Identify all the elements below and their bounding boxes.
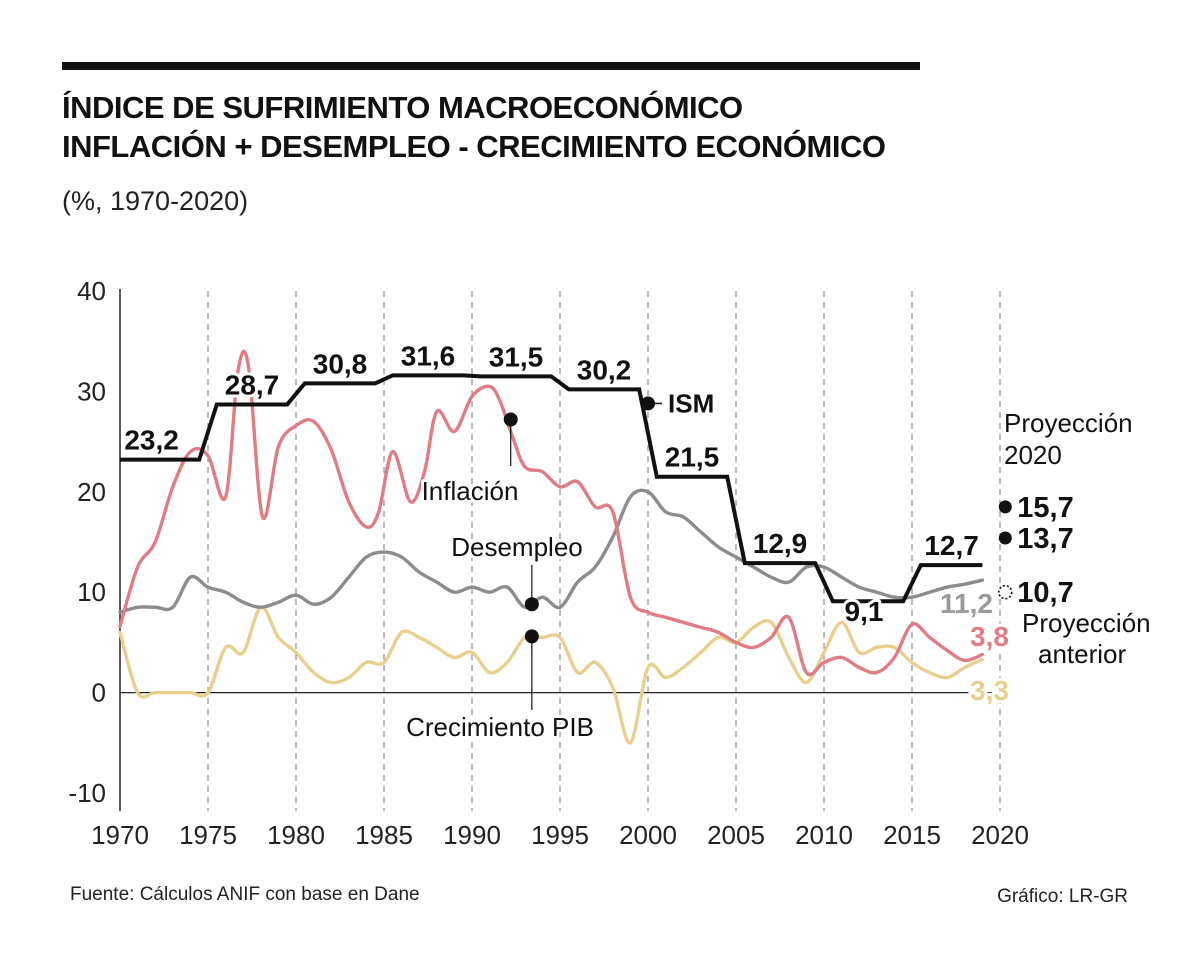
projection-title-line1: Proyección <box>1004 408 1133 438</box>
ism-value-label: 9,1 <box>845 596 884 627</box>
crecimiento-end-label: 3,3 <box>970 675 1009 706</box>
x-tick-label-1980: 1980 <box>267 820 325 850</box>
desempleo-line <box>118 488 985 614</box>
projection-point-marker <box>998 531 1012 545</box>
y-tick-label-10: 10 <box>77 577 106 607</box>
inflacion-series-label: Inflación <box>422 476 519 506</box>
chart-subtitle: (%, 1970-2020) <box>62 186 249 216</box>
ism-value-label: 28,7 <box>225 369 280 400</box>
ism-value-label-halo: 12,9 <box>753 528 808 559</box>
ism-value-label-halo: 21,5 <box>665 442 720 473</box>
ism-marker <box>641 396 655 411</box>
y-tick-label-40: 40 <box>77 276 106 306</box>
inflacion-series-label-halo: Inflación <box>422 476 519 506</box>
crecimiento-series-label: Crecimiento PIB <box>406 712 594 742</box>
ism-value-label-halo: 28,7 <box>225 369 280 400</box>
desempleo-marker <box>524 597 539 612</box>
inflacion-line <box>118 349 985 677</box>
projection-value-label: 13,7 <box>1017 523 1073 555</box>
ism-step-line <box>120 373 983 604</box>
ism-value-label: 30,2 <box>577 354 632 385</box>
projection-value-label: 15,7 <box>1017 492 1073 524</box>
desempleo-series-label-halo: Desempleo <box>451 532 583 562</box>
y-tick-label-0: 0 <box>92 678 106 708</box>
ism-value-label-halo: 9,1 <box>845 596 884 627</box>
crecimiento-marker <box>524 629 539 644</box>
ism-value-label-halo: 31,5 <box>489 341 544 372</box>
x-tick-label-2020: 2020 <box>971 820 1029 850</box>
ism-value-label-halo: 30,2 <box>577 354 632 385</box>
ism-value-label: 31,6 <box>401 340 456 371</box>
crecimiento-series-label-halo: Crecimiento PIB <box>406 712 594 742</box>
x-tick-label-1975: 1975 <box>179 820 237 850</box>
projection-previous-line2: anterior <box>1038 639 1126 669</box>
x-tick-label-1995: 1995 <box>531 820 589 850</box>
ism-value-label: 31,5 <box>489 341 544 372</box>
ism-value-label: 12,7 <box>924 530 979 561</box>
projection-previous-line1: Proyección <box>1022 608 1151 638</box>
source-note: Fuente: Cálculos ANIF con base en Dane <box>70 884 420 905</box>
ism-series-label: ISM <box>668 388 714 418</box>
x-tick-label-2010: 2010 <box>795 820 853 850</box>
ism-value-label: 12,9 <box>753 528 808 559</box>
projection-value-label: 10,7 <box>1017 577 1073 609</box>
y-tick-label-20: 20 <box>77 477 106 507</box>
crecimiento-end-label-halo: 3,3 <box>970 675 1009 706</box>
ism-value-label-halo: 23,2 <box>124 425 179 456</box>
projection-point-marker <box>998 500 1012 514</box>
x-tick-label-1970: 1970 <box>91 820 149 850</box>
ism-value-label-halo: 30,8 <box>313 348 368 379</box>
x-tick-label-1985: 1985 <box>355 820 413 850</box>
desempleo-end-label-halo: 11,2 <box>940 588 993 619</box>
ism-value-label-halo: 31,6 <box>401 340 456 371</box>
inflacion-end-label: 3,8 <box>970 621 1009 652</box>
desempleo-end-label: 11,2 <box>940 588 993 619</box>
chart-title-line2: INFLACIÓN + DESEMPLEO - CRECIMIENTO ECON… <box>62 129 886 164</box>
x-tick-label-2015: 2015 <box>883 820 941 850</box>
ism-value-label: 23,2 <box>124 425 179 456</box>
y-tick-label--10: -10 <box>68 778 106 808</box>
chart-title-line1: ÍNDICE DE SUFRIMIENTO MACROECONÓMICO <box>62 90 743 125</box>
projection-point-marker-open <box>997 584 1013 600</box>
y-tick-label-30: 30 <box>77 376 106 406</box>
x-tick-label-2000: 2000 <box>619 820 677 850</box>
ism-value-label-halo: 12,7 <box>924 530 979 561</box>
ism-value-label: 30,8 <box>313 348 368 379</box>
top-rule <box>62 62 920 70</box>
x-tick-label-2005: 2005 <box>707 820 765 850</box>
desempleo-series-label: Desempleo <box>451 532 583 562</box>
x-tick-label-1990: 1990 <box>443 820 501 850</box>
inflacion-marker <box>503 412 518 427</box>
ism-value-label: 21,5 <box>665 442 720 473</box>
projection-title-line2: 2020 <box>1004 440 1062 470</box>
ism-series-label-halo: ISM <box>668 388 714 418</box>
inflacion-end-label-halo: 3,8 <box>970 621 1009 652</box>
graphic-credit: Gráfico: LR-GR <box>997 886 1128 907</box>
